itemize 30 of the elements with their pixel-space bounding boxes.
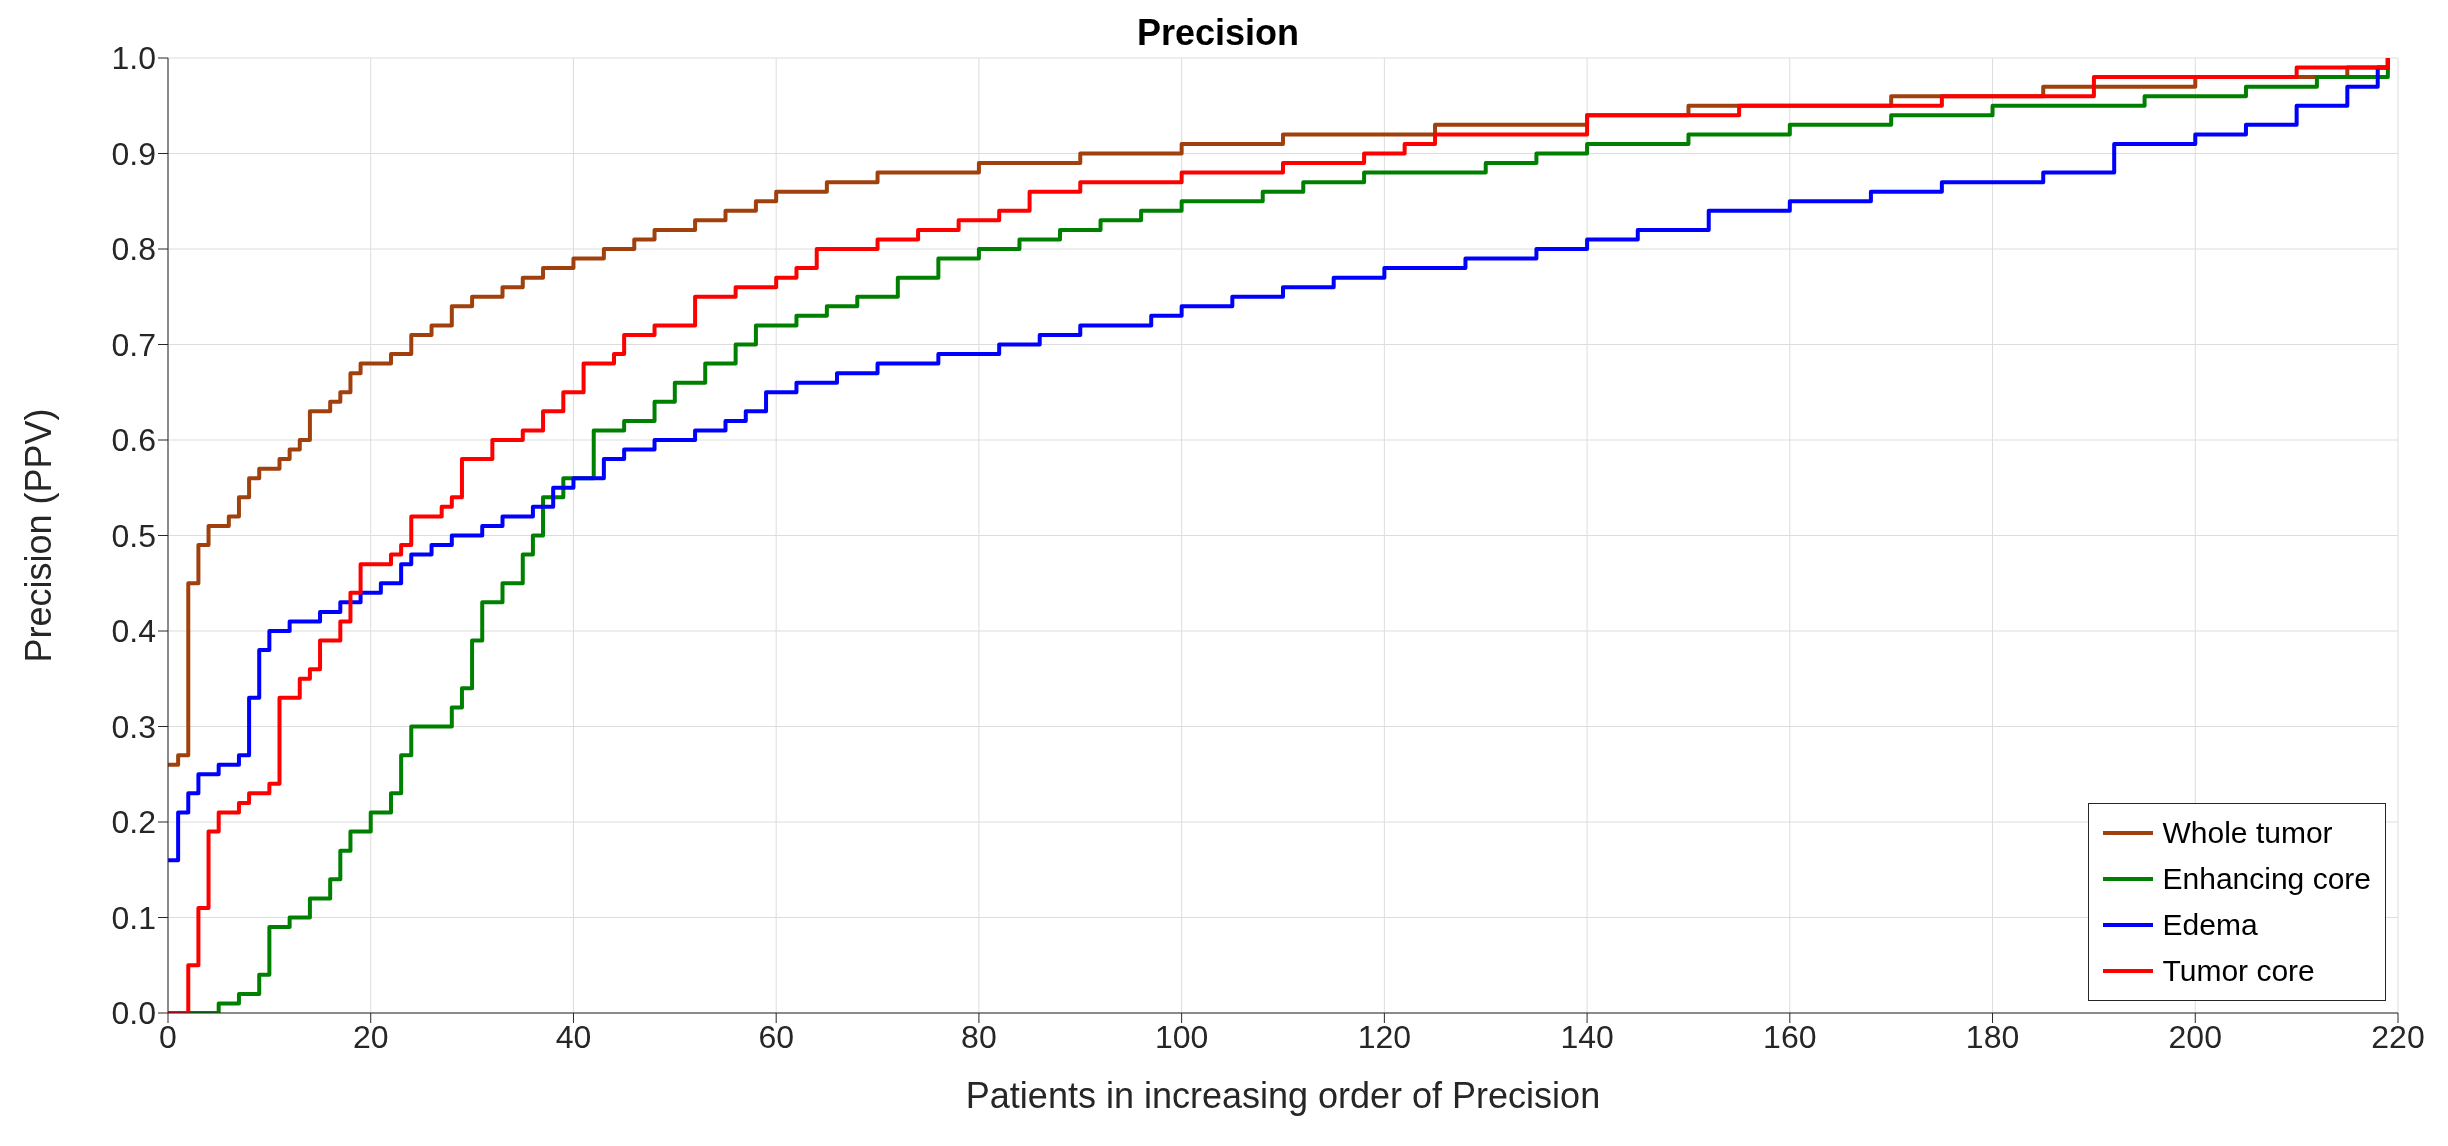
x-tick-label: 40 xyxy=(555,1018,592,1055)
x-tick-label: 140 xyxy=(1560,1018,1614,1055)
x-tick-label: 220 xyxy=(2371,1018,2425,1055)
x-tick-label: 160 xyxy=(1763,1018,1817,1055)
y-tick-label: 0.1 xyxy=(111,899,156,936)
x-tick-label: 0 xyxy=(159,1018,177,1055)
y-tick-label: 1.0 xyxy=(111,40,156,77)
y-tick-label: 0.0 xyxy=(111,995,156,1032)
x-tick-label: 100 xyxy=(1154,1018,1209,1055)
legend-label: Enhancing core xyxy=(2162,861,2371,897)
y-axis-title: Precision (PPV) xyxy=(17,408,59,663)
y-tick-label: 0.9 xyxy=(111,135,156,172)
y-tick-label: 0.2 xyxy=(111,804,156,841)
x-axis-title: Patients in increasing order of Precision xyxy=(965,1075,1601,1116)
y-tick-label: 0.4 xyxy=(111,613,156,650)
y-tick-label: 0.7 xyxy=(111,326,156,363)
x-tick-label: 120 xyxy=(1357,1018,1412,1055)
legend-label: Whole tumor xyxy=(2162,815,2333,851)
x-tick-label: 60 xyxy=(758,1018,794,1055)
x-tick-label: 80 xyxy=(961,1018,997,1055)
y-tick-label: 0.6 xyxy=(111,422,156,459)
chart-title: Precision xyxy=(1136,12,1300,53)
y-tick-label: 0.3 xyxy=(111,708,156,745)
x-tick-label: 180 xyxy=(1965,1018,2020,1055)
x-tick-label: 200 xyxy=(2168,1018,2222,1055)
legend-label: Tumor core xyxy=(2162,953,2315,989)
y-tick-label: 0.8 xyxy=(111,231,156,268)
x-tick-label: 20 xyxy=(352,1018,389,1055)
legend-label: Edema xyxy=(2162,907,2258,943)
y-tick-label: 0.5 xyxy=(111,517,156,554)
